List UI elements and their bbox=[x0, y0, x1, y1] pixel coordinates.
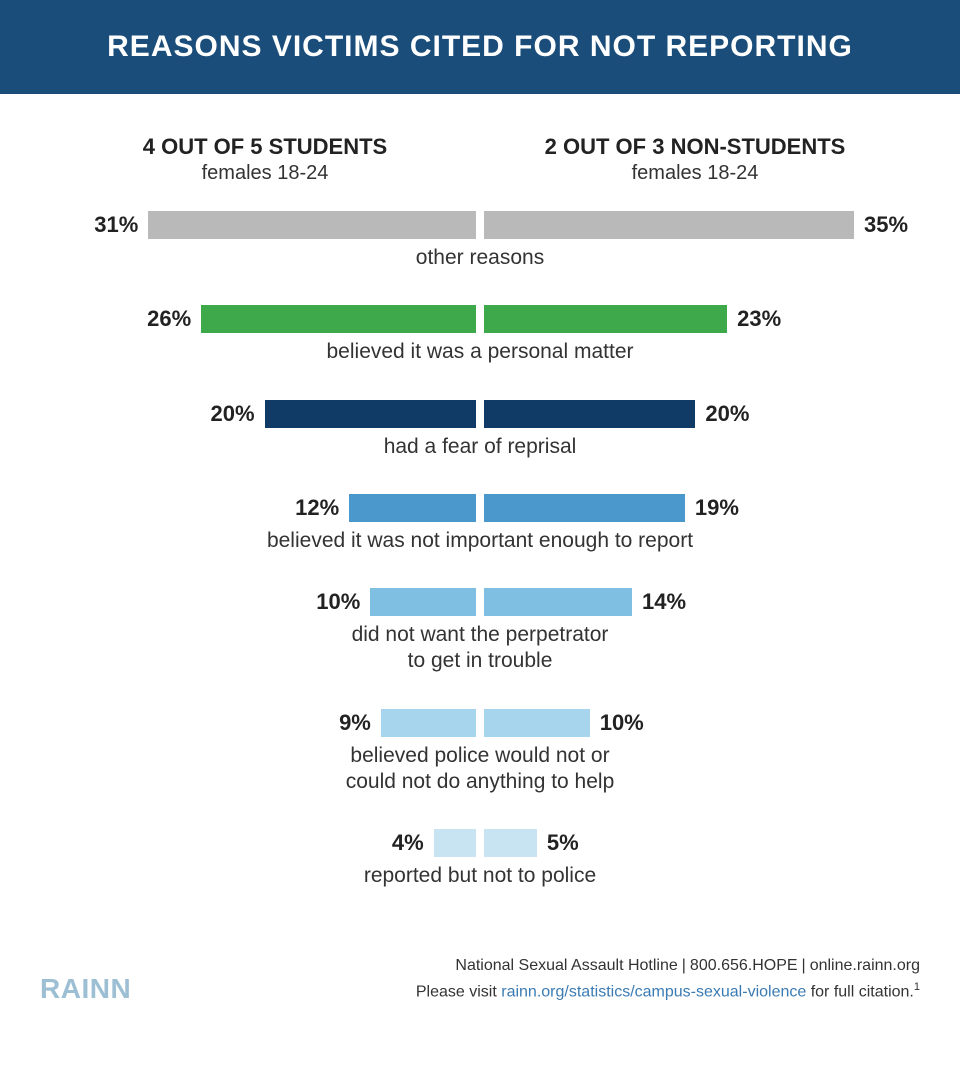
header-banner: REASONS VICTIMS CITED FOR NOT REPORTING bbox=[0, 0, 960, 94]
bar-pair: 20% 20% bbox=[50, 398, 910, 430]
chart-row: 9% 10% believed police would not or could … bbox=[50, 707, 910, 796]
bar-pair: 31% 35% bbox=[50, 209, 910, 241]
right-percent-label: 23% bbox=[737, 306, 781, 332]
left-side: 31% bbox=[50, 211, 480, 239]
chart-row: 4% 5% reported but not to police bbox=[50, 827, 910, 889]
left-bar bbox=[148, 211, 476, 239]
left-side: 9% bbox=[50, 709, 480, 737]
left-side: 4% bbox=[50, 829, 480, 857]
left-bar bbox=[370, 588, 476, 616]
footer-text: National Sexual Assault Hotline |800.656.… bbox=[416, 953, 920, 1005]
left-bar bbox=[349, 494, 476, 522]
rainn-logo: RAINN bbox=[40, 973, 131, 1005]
reason-label: believed it was not important enough to … bbox=[50, 528, 910, 554]
chart-row: 20% 20% had a fear of reprisal bbox=[50, 398, 910, 460]
chart-rows: 31% 35% other reasons 26% 23% believed it was… bbox=[50, 209, 910, 889]
reason-label: did not want the perpetrator to get in t… bbox=[50, 622, 910, 675]
left-percent-label: 31% bbox=[94, 212, 138, 238]
right-side: 10% bbox=[480, 709, 910, 737]
left-side: 26% bbox=[50, 305, 480, 333]
right-column-header: 2 OUT OF 3 NON-STUDENTS females 18-24 bbox=[480, 134, 910, 185]
reason-label: believed police would not or could not d… bbox=[50, 743, 910, 796]
bar-pair: 9% 10% bbox=[50, 707, 910, 739]
footer-line1: National Sexual Assault Hotline |800.656.… bbox=[416, 953, 920, 979]
chart-row: 12% 19% believed it was not important enou… bbox=[50, 492, 910, 554]
reason-label: believed it was a personal matter bbox=[50, 339, 910, 365]
bar-pair: 26% 23% bbox=[50, 303, 910, 335]
hotline-name: National Sexual Assault Hotline bbox=[455, 957, 677, 974]
hotline-url: online.rainn.org bbox=[810, 957, 920, 974]
right-percent-label: 35% bbox=[864, 212, 908, 238]
citation-suffix: for full citation. bbox=[806, 983, 914, 1000]
footer-line2: Please visit rainn.org/statistics/campus… bbox=[416, 979, 920, 1005]
right-side: 20% bbox=[480, 400, 910, 428]
footer: RAINN National Sexual Assault Hotline |80… bbox=[0, 941, 960, 1029]
left-subhead: females 18-24 bbox=[50, 162, 480, 185]
left-bar bbox=[201, 305, 476, 333]
left-headline: 4 OUT OF 5 STUDENTS bbox=[50, 134, 480, 160]
left-percent-label: 12% bbox=[295, 495, 339, 521]
left-bar bbox=[265, 400, 476, 428]
right-bar bbox=[484, 494, 685, 522]
right-bar bbox=[484, 709, 590, 737]
left-percent-label: 9% bbox=[339, 710, 371, 736]
bar-pair: 4% 5% bbox=[50, 827, 910, 859]
hotline-number: 800.656.HOPE bbox=[690, 957, 798, 974]
right-side: 23% bbox=[480, 305, 910, 333]
right-bar bbox=[484, 211, 854, 239]
citation-prefix: Please visit bbox=[416, 983, 501, 1000]
right-percent-label: 5% bbox=[547, 830, 579, 856]
separator: | bbox=[682, 957, 686, 974]
chart-row: 31% 35% other reasons bbox=[50, 209, 910, 271]
right-side: 35% bbox=[480, 211, 910, 239]
left-side: 20% bbox=[50, 400, 480, 428]
left-side: 12% bbox=[50, 494, 480, 522]
left-percent-label: 4% bbox=[392, 830, 424, 856]
left-bar bbox=[434, 829, 476, 857]
reason-label: reported but not to police bbox=[50, 863, 910, 889]
right-headline: 2 OUT OF 3 NON-STUDENTS bbox=[480, 134, 910, 160]
footnote-mark: 1 bbox=[914, 981, 920, 993]
infographic-container: REASONS VICTIMS CITED FOR NOT REPORTING … bbox=[0, 0, 960, 1029]
bar-pair: 10% 14% bbox=[50, 586, 910, 618]
right-percent-label: 19% bbox=[695, 495, 739, 521]
left-column-header: 4 OUT OF 5 STUDENTS females 18-24 bbox=[50, 134, 480, 185]
column-headers: 4 OUT OF 5 STUDENTS females 18-24 2 OUT … bbox=[50, 134, 910, 185]
left-percent-label: 10% bbox=[316, 589, 360, 615]
left-percent-label: 26% bbox=[147, 306, 191, 332]
reason-label: other reasons bbox=[50, 245, 910, 271]
right-subhead: females 18-24 bbox=[480, 162, 910, 185]
chart-row: 26% 23% believed it was a personal matter bbox=[50, 303, 910, 365]
content-area: 4 OUT OF 5 STUDENTS females 18-24 2 OUT … bbox=[0, 94, 960, 941]
citation-link[interactable]: rainn.org/statistics/campus-sexual-viole… bbox=[501, 983, 806, 1000]
reason-label: had a fear of reprisal bbox=[50, 434, 910, 460]
page-title: REASONS VICTIMS CITED FOR NOT REPORTING bbox=[20, 30, 940, 64]
right-side: 19% bbox=[480, 494, 910, 522]
left-bar bbox=[381, 709, 476, 737]
chart-row: 10% 14% did not want the perpetrator to ge… bbox=[50, 586, 910, 675]
right-bar bbox=[484, 400, 695, 428]
right-percent-label: 10% bbox=[600, 710, 644, 736]
right-percent-label: 14% bbox=[642, 589, 686, 615]
right-side: 5% bbox=[480, 829, 910, 857]
left-percent-label: 20% bbox=[211, 401, 255, 427]
separator: | bbox=[802, 957, 806, 974]
bar-pair: 12% 19% bbox=[50, 492, 910, 524]
left-side: 10% bbox=[50, 588, 480, 616]
right-bar bbox=[484, 829, 537, 857]
right-side: 14% bbox=[480, 588, 910, 616]
right-percent-label: 20% bbox=[705, 401, 749, 427]
right-bar bbox=[484, 305, 727, 333]
right-bar bbox=[484, 588, 632, 616]
